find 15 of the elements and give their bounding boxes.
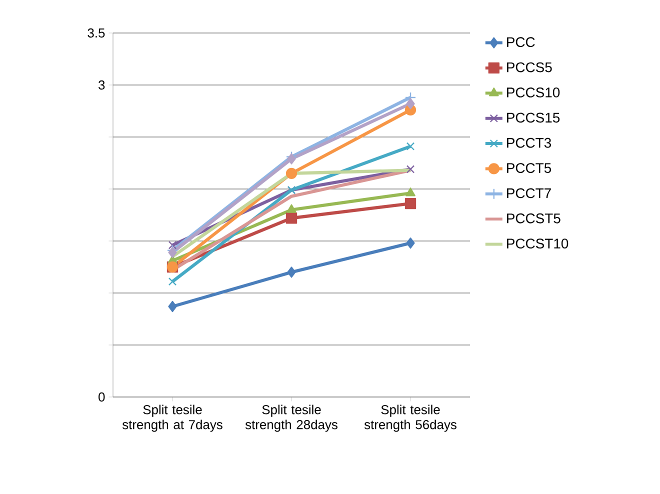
x-tick-label: Split tesile strength at 7days (122, 404, 222, 432)
legend-label: PCCT5 (507, 163, 552, 173)
legend-label: PCCT7 (507, 188, 551, 198)
y-tick-label: 3.5 (88, 28, 105, 38)
legend-label: PCCST5 (507, 213, 560, 224)
legend-label: PCCS15 (507, 112, 560, 123)
x-tick-label: Split tesile strength 56days (364, 404, 456, 432)
y-tick-label: 3 (98, 80, 105, 90)
legend-label: PCCS5 (507, 62, 552, 72)
legend-label: PCCST10 (507, 238, 568, 249)
legend-label: PCCS10 (507, 88, 560, 98)
legend-label: PCCT3 (507, 138, 551, 148)
y-tick-label: 0 (98, 392, 105, 402)
x-tick-label: Split tesile strength 28days (245, 404, 338, 432)
legend-label: PCC (507, 37, 535, 48)
